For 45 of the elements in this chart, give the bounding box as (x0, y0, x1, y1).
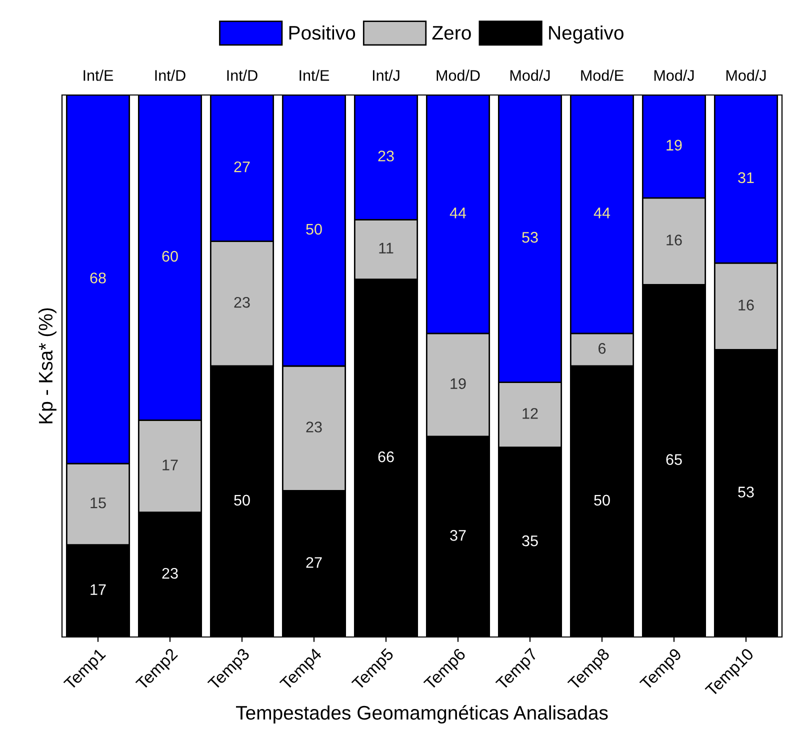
data-label: 23 (306, 422, 322, 432)
data-label: 23 (234, 296, 250, 308)
data-label: 17 (90, 584, 106, 595)
data-label: 27 (306, 557, 322, 568)
data-label: 17 (162, 460, 178, 470)
data-label: 15 (90, 498, 106, 508)
data-label: 31 (738, 172, 754, 184)
y-axis-title: Kp - Ksa* (%) (38, 308, 56, 424)
annotation: Int/E (84, 70, 114, 81)
data-label: 11 (379, 242, 394, 254)
legend-label: Positivo (289, 25, 356, 40)
legend-label: Negativo (549, 25, 624, 44)
annotation: Int/J (372, 70, 400, 81)
data-label: 44 (594, 208, 610, 218)
data-label: 16 (738, 300, 754, 310)
data-label: 44 (450, 208, 466, 218)
annotation: Int/D (227, 70, 258, 81)
data-label: 12 (522, 408, 538, 419)
data-label: 19 (450, 378, 466, 390)
data-label: 27 (234, 161, 250, 172)
annotation: Int/D (155, 70, 186, 81)
data-label: 6 (598, 343, 606, 354)
legend-label: Zero (432, 26, 471, 40)
data-label: 23 (162, 568, 178, 579)
data-label: 16 (666, 234, 682, 246)
data-label: 60 (162, 250, 178, 262)
data-label: 23 (378, 150, 394, 162)
data-label: 68 (90, 272, 106, 284)
annotation: Mod/D (436, 70, 480, 81)
data-label: 65 (666, 454, 682, 465)
data-label: 37 (450, 530, 466, 541)
annotation: Mod/J (726, 70, 766, 81)
annotation: Mod/E (581, 70, 624, 81)
annotation: Int/E (300, 70, 330, 81)
data-label: 50 (234, 494, 250, 506)
data-label: 35 (522, 535, 538, 546)
data-label: 50 (594, 494, 610, 506)
data-label: 53 (738, 486, 754, 498)
data-label: 53 (522, 232, 538, 243)
data-label: 66 (378, 451, 394, 462)
annotation: Mod/J (654, 70, 694, 81)
annotation: Mod/J (510, 70, 550, 81)
data-label: 19 (666, 140, 682, 151)
x-axis-title: Tempestades Geomamgnéticas Analisadas (236, 705, 608, 724)
data-label: 50 (306, 224, 322, 235)
